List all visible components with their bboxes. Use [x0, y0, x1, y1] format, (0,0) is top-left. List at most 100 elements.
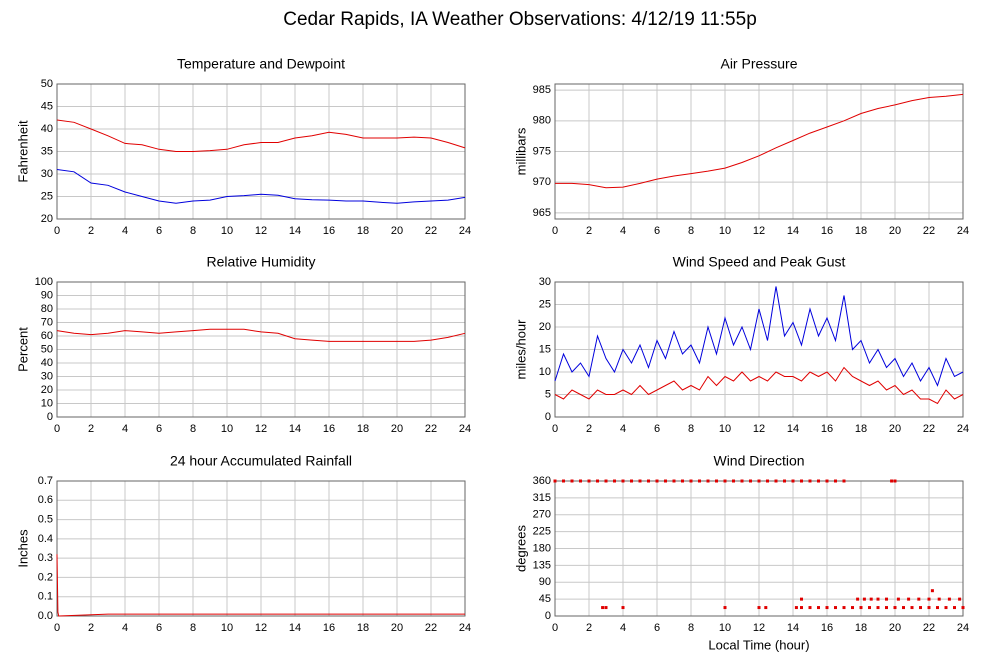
- data-point: [859, 606, 863, 610]
- data-point: [885, 606, 888, 610]
- x-tick-label: 14: [289, 622, 301, 634]
- data-line: [56, 119, 466, 152]
- data-point: [817, 479, 820, 483]
- data-point: [791, 479, 795, 483]
- data-point: [764, 606, 768, 610]
- x-tick-label: 20: [889, 423, 901, 435]
- data-point: [937, 597, 941, 601]
- y-tick-label: 985: [533, 84, 551, 96]
- x-tick-label: 12: [255, 423, 267, 435]
- x-tick-label: 2: [586, 225, 592, 237]
- x-tick-label: 22: [923, 622, 935, 634]
- data-point: [958, 597, 962, 601]
- data-line: [555, 93, 964, 189]
- plot-frame: [56, 83, 466, 220]
- x-tick-label: 20: [889, 622, 901, 634]
- data-point: [825, 479, 829, 483]
- x-tick-label: 8: [190, 225, 196, 237]
- y-tick-label: 970: [533, 176, 551, 188]
- x-tick-label: 14: [289, 225, 301, 237]
- y-axis-label: miles/hour: [513, 319, 528, 380]
- data-point: [930, 589, 934, 593]
- x-tick-label: 24: [957, 225, 969, 237]
- x-tick-label: 6: [654, 423, 660, 435]
- data-point: [638, 479, 642, 483]
- y-tick-label: 30: [41, 168, 53, 180]
- y-tick-label: 180: [533, 542, 551, 554]
- x-tick-label: 14: [787, 423, 799, 435]
- x-tick-label: 24: [459, 225, 471, 237]
- data-point: [910, 606, 914, 610]
- x-tick-label: 18: [357, 225, 369, 237]
- data-point: [842, 479, 846, 483]
- x-tick-label: 16: [821, 225, 833, 237]
- y-tick-label: 0.7: [38, 475, 53, 487]
- y-axis-label: degrees: [513, 525, 528, 572]
- y-tick-label: 20: [41, 213, 53, 225]
- x-axis-label: Local Time (hour): [708, 637, 809, 652]
- y-tick-label: 45: [41, 100, 53, 112]
- x-tick-label: 6: [156, 423, 162, 435]
- x-tick-label: 4: [122, 225, 128, 237]
- data-point: [562, 479, 565, 483]
- y-tick-label: 30: [41, 370, 53, 382]
- plot-frame: [56, 281, 466, 418]
- data-point: [553, 479, 557, 483]
- x-tick-label: 12: [255, 622, 267, 634]
- x-tick-label: 12: [753, 225, 765, 237]
- x-tick-label: 8: [688, 622, 694, 634]
- x-tick-label: 10: [221, 423, 233, 435]
- y-tick-label: 225: [533, 526, 551, 538]
- data-point: [927, 606, 931, 610]
- data-line: [56, 169, 466, 204]
- plot-frame: [56, 480, 466, 617]
- x-tick-label: 18: [855, 225, 867, 237]
- panel-title: 24 hour Accumulated Rainfall: [170, 453, 352, 469]
- x-tick-label: 20: [391, 225, 403, 237]
- y-tick-label: 90: [539, 576, 551, 588]
- x-tick-label: 0: [54, 225, 60, 237]
- x-tick-label: 24: [957, 423, 969, 435]
- y-axis-label: Percent: [15, 327, 30, 372]
- data-line: [56, 328, 466, 342]
- y-tick-label: 15: [539, 343, 551, 355]
- y-tick-label: 0: [545, 610, 551, 622]
- y-tick-label: 50: [41, 78, 53, 90]
- data-point: [890, 479, 894, 483]
- data-point: [961, 606, 965, 610]
- y-tick-label: 0.3: [38, 552, 53, 564]
- plot-frame: [554, 83, 964, 220]
- y-axis-label: Fahrenheit: [15, 120, 30, 183]
- data-line: [554, 286, 964, 387]
- data-line: [56, 554, 465, 617]
- data-point: [604, 606, 608, 610]
- x-tick-label: 10: [221, 225, 233, 237]
- y-tick-label: 50: [41, 343, 53, 355]
- data-point: [800, 597, 803, 601]
- data-point: [856, 597, 860, 601]
- x-tick-label: 4: [620, 622, 626, 634]
- x-tick-label: 2: [88, 423, 94, 435]
- x-tick-label: 18: [357, 423, 369, 435]
- data-point: [604, 479, 608, 483]
- y-tick-label: 100: [35, 276, 53, 288]
- data-point: [749, 479, 752, 483]
- x-tick-label: 4: [122, 622, 128, 634]
- x-tick-label: 2: [88, 622, 94, 634]
- data-point: [947, 597, 951, 601]
- data-point: [587, 479, 591, 483]
- x-tick-label: 6: [654, 622, 660, 634]
- y-tick-label: 975: [533, 145, 551, 157]
- y-tick-label: 0.0: [38, 610, 53, 622]
- y-tick-label: 20: [539, 321, 551, 333]
- data-point: [876, 597, 880, 601]
- y-tick-label: 5: [545, 388, 551, 400]
- data-point: [579, 479, 582, 483]
- data-point: [842, 606, 846, 610]
- data-point: [825, 606, 829, 610]
- x-tick-label: 0: [552, 622, 558, 634]
- x-tick-label: 24: [459, 423, 471, 435]
- x-tick-label: 16: [323, 622, 335, 634]
- x-tick-label: 24: [459, 622, 471, 634]
